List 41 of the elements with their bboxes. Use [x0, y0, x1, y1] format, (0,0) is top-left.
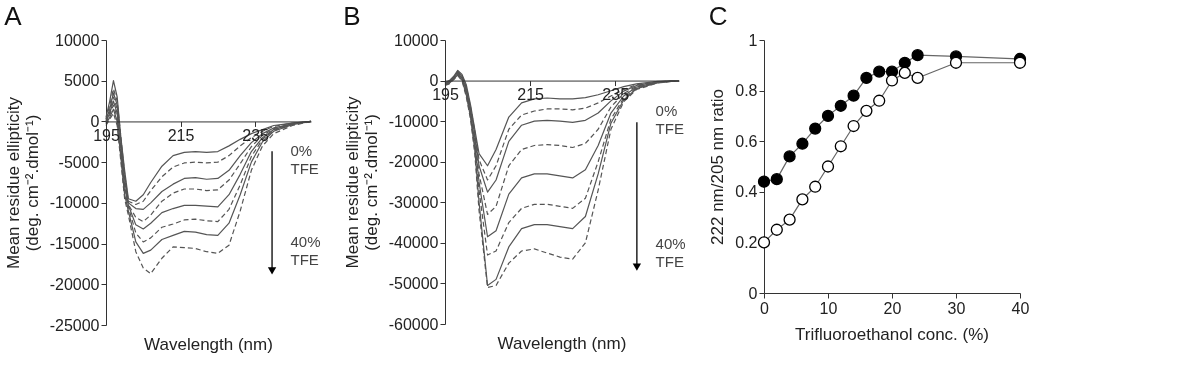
x-axis-title: Trifluoroethanol conc. (%) [794, 325, 990, 344]
y-tick-label: 0 [90, 112, 100, 130]
chart-title: A [4, 1, 23, 31]
y-tick-label: 5000 [63, 72, 100, 90]
y-axis-title: Mean residue ellipticity (deg. cm⁻².dmol⁻¹) [342, 96, 381, 269]
y-tick-label: 0.2 [735, 233, 758, 251]
annotation: 0% TFE [290, 142, 319, 178]
y-tick-label: -5000 [58, 153, 100, 171]
y-axis-title: Mean residue ellipticity (deg. cm⁻².dmol⁻¹) [3, 96, 42, 269]
x-tick-label: 215 [517, 86, 545, 104]
y-tick-label: 0.8 [735, 82, 758, 100]
x-axis-title: Wavelength (nm) [497, 334, 627, 353]
x-axis-title: Wavelength (nm) [144, 335, 273, 354]
x-tick-label: 40 [1011, 299, 1030, 317]
y-tick-label: 0 [748, 284, 758, 302]
y-tick-label: -30000 [388, 193, 439, 211]
y-tick-label: 0.4 [735, 183, 758, 201]
y-tick-label: -10000 [388, 112, 439, 130]
y-tick-label: -10000 [49, 194, 100, 212]
y-tick-label: -50000 [388, 274, 439, 292]
y-tick-label: -20000 [388, 153, 439, 171]
y-tick-label: -60000 [388, 315, 439, 333]
y-tick-label: 10000 [394, 31, 439, 49]
annotation: 0% TFE [655, 102, 684, 137]
x-tick-label: 10 [819, 299, 838, 317]
y-tick-label: 0.6 [735, 132, 758, 150]
chart-title: B [343, 1, 361, 31]
y-axis-title: 222 nm/205 nm ratio [708, 89, 728, 245]
x-tick-label: 0 [760, 299, 770, 317]
annotation: 40% TFE [655, 235, 686, 271]
y-tick-label: -25000 [49, 316, 100, 334]
x-tick-label: 215 [167, 126, 195, 144]
y-tick-label: -15000 [49, 235, 100, 253]
y-tick-label: 10000 [55, 31, 100, 49]
chart-title: C [708, 1, 728, 31]
y-tick-label: 1 [748, 31, 758, 49]
y-tick-label: -40000 [388, 234, 439, 252]
x-tick-label: 20 [883, 299, 902, 317]
annotation: 40% TFE [290, 233, 321, 269]
x-tick-label: 30 [947, 299, 966, 317]
y-tick-label: -20000 [49, 275, 100, 293]
